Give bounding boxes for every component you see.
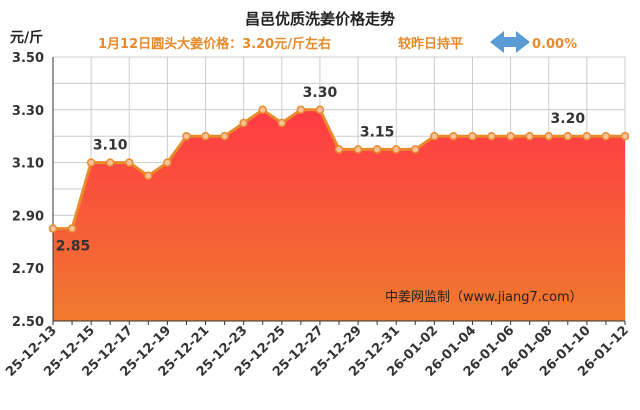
data-labels: 2.85 3.10 3.30 3.15 3.20 [56,85,586,255]
data-point [144,171,153,181]
data-point [468,131,477,141]
y-tick-label: 2.50 [12,315,44,330]
x-ticks: 25-12-1325-12-1525-12-1725-12-1925-12-21… [3,323,632,380]
data-label: 3.10 [93,138,128,154]
data-point [411,145,420,154]
y-tick-label: 2.90 [12,209,44,224]
data-label: 2.85 [56,239,91,255]
data-point [353,145,363,154]
flat-arrow-icon [490,31,530,53]
data-point [391,145,401,154]
data-point [620,131,630,141]
data-point [372,145,382,154]
chart-title: 昌邑优质洗姜价格走势 [245,10,395,28]
axes [52,57,626,325]
price-subtitle: 1月12日圆头大姜价格：3.20元/斤左右 [98,36,331,52]
data-point [67,224,77,233]
data-point [582,131,592,141]
data-label: 3.20 [551,111,586,127]
watermark: 中姜网监制（www.jiang7.com） [385,290,583,305]
data-point [315,105,325,115]
data-point [182,131,191,141]
data-point [201,131,210,141]
data-point [544,131,553,141]
data-points [48,105,630,233]
data-point [334,145,344,154]
data-point [105,158,115,167]
data-label: 3.30 [303,85,338,101]
data-point [563,131,573,141]
data-point [163,158,172,167]
price-area [53,109,625,321]
data-point [487,131,496,141]
data-point [125,158,134,167]
y-axis-label: 元/斤 [10,29,43,46]
data-point [258,105,267,115]
y-tick-label: 3.50 [12,51,44,66]
data-point [430,131,439,141]
data-point [86,158,96,167]
data-point [220,131,229,141]
data-point [296,105,306,115]
data-point [506,131,515,141]
change-value: 0.00% [532,37,577,52]
y-tick-label: 3.30 [12,104,44,119]
y-tick-label: 2.70 [12,262,44,277]
change-label: 较昨日持平 [398,36,463,52]
data-point [525,131,534,141]
data-point [601,131,611,141]
y-tick-label: 3.10 [12,157,44,172]
data-point [48,224,58,233]
y-ticks: 3.50 3.30 3.10 2.90 2.70 2.50 [12,51,44,330]
data-point [239,118,248,128]
data-point [277,118,287,128]
data-point [449,131,458,141]
data-label: 3.15 [360,124,395,140]
